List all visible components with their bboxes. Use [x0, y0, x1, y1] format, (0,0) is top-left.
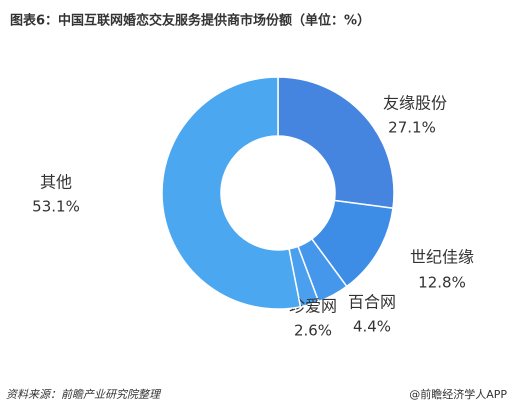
source: 资料来源：前瞻产业研究院整理: [6, 388, 162, 401]
slice-label: 世纪佳缘: [410, 248, 474, 267]
value-label: 4.4%: [353, 318, 391, 336]
donut-slice: [277, 76, 395, 210]
slice-label: 百合网: [348, 293, 396, 312]
value-label: 53.1%: [32, 198, 80, 216]
value-label: 27.1%: [388, 119, 436, 137]
value-label: 12.8%: [418, 274, 466, 292]
slice-label: 其他: [40, 173, 72, 192]
slice-label: 友缘股份: [383, 94, 447, 113]
watermark: @前瞻经济学人APP: [409, 387, 507, 401]
slice-label: 珍爱网: [289, 297, 337, 316]
chart-title: 图表6：中国互联网婚恋交友服务提供商市场份额（单位：%）: [10, 13, 370, 29]
value-label: 2.6%: [294, 322, 332, 340]
donut-slice: [161, 76, 302, 310]
